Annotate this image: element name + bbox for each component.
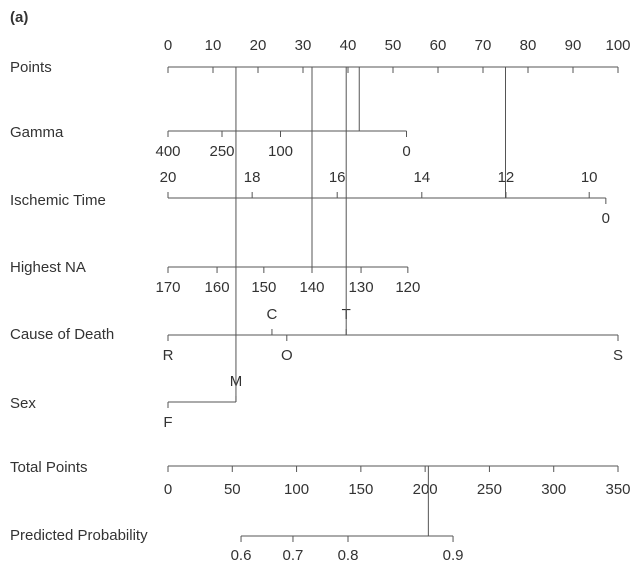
tick-label: 400	[155, 143, 180, 160]
tick-label: 10	[205, 37, 222, 54]
tick-label: 20	[250, 37, 267, 54]
tick-label: 80	[520, 37, 537, 54]
row-label: Cause of Death	[10, 326, 114, 343]
tick-label: 40	[340, 37, 357, 54]
tick-label: 0.9	[443, 547, 464, 564]
tick-label: 150	[348, 481, 373, 498]
example-total	[168, 465, 429, 536]
tick-label: 120	[395, 279, 420, 296]
tick-label: 0	[164, 37, 172, 54]
tick-label: 0	[602, 210, 610, 227]
tick-label: 14	[413, 169, 430, 186]
tick-label: 20	[160, 169, 177, 186]
tick-label: 0.6	[231, 547, 252, 564]
tick-label: 100	[284, 481, 309, 498]
tick-label: 140	[299, 279, 324, 296]
tick-label: 160	[205, 279, 230, 296]
tick-label: 50	[385, 37, 402, 54]
panel-label: (a)	[10, 9, 28, 26]
tick-label: 150	[251, 279, 276, 296]
row-label: Points	[10, 59, 52, 76]
tick-label: 0	[402, 143, 410, 160]
tick-label: 16	[329, 169, 346, 186]
row-label: Total Points	[10, 459, 88, 476]
tick-label: 250	[477, 481, 502, 498]
tick-label: F	[163, 414, 172, 431]
tick-label: R	[163, 347, 174, 364]
tick-label: 18	[244, 169, 261, 186]
row-label: Predicted Probability	[10, 527, 148, 544]
tick-label: 100	[268, 143, 293, 160]
tick-label: 90	[565, 37, 582, 54]
tick-label: 100	[605, 37, 630, 54]
tick-label: 50	[224, 481, 241, 498]
tick-label: 130	[349, 279, 374, 296]
row-label: Sex	[10, 395, 36, 412]
tick-label: 350	[605, 481, 630, 498]
tick-label: 0.7	[283, 547, 304, 564]
tick-label: 250	[209, 143, 234, 160]
tick-label: C	[267, 306, 278, 323]
tick-label: 0	[164, 481, 172, 498]
tick-label: 30	[295, 37, 312, 54]
tick-label: 60	[430, 37, 447, 54]
row-label: Gamma	[10, 124, 64, 141]
tick-label: O	[281, 347, 293, 364]
tick-label: 200	[413, 481, 438, 498]
tick-label: 70	[475, 37, 492, 54]
tick-label: 0.8	[338, 547, 359, 564]
tick-label: 170	[155, 279, 180, 296]
tick-label: 300	[541, 481, 566, 498]
tick-label: 10	[581, 169, 598, 186]
tick-label: S	[613, 347, 623, 364]
row-label: Ischemic Time	[10, 192, 106, 209]
row-label: Highest NA	[10, 259, 86, 276]
